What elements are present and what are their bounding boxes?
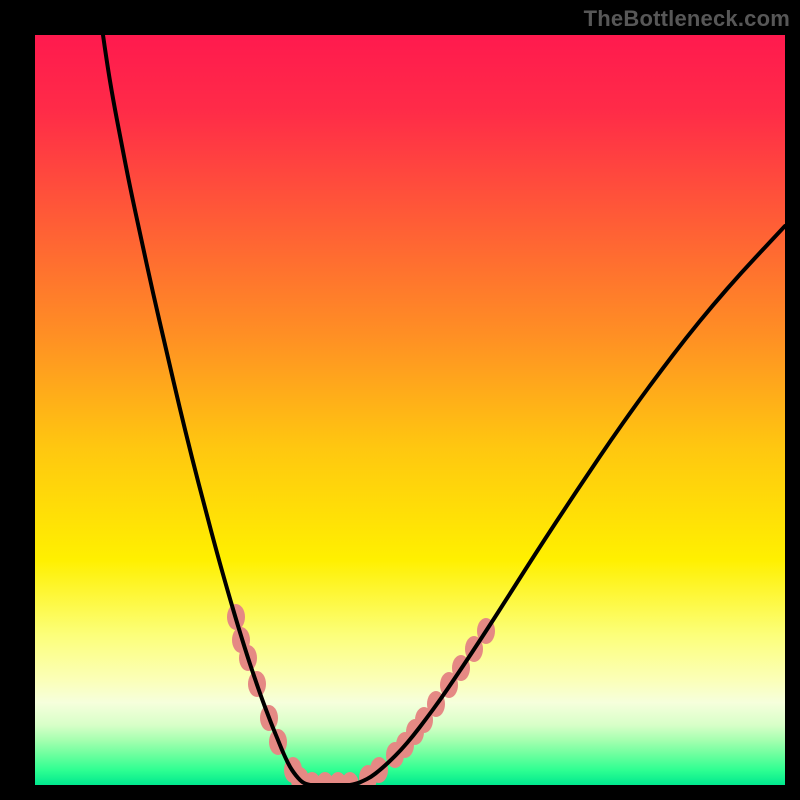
chart-container: { "watermark": { "text": "TheBottleneck.…	[0, 0, 800, 800]
bottleneck-curve-chart	[0, 0, 800, 800]
watermark-text: TheBottleneck.com	[584, 6, 790, 32]
